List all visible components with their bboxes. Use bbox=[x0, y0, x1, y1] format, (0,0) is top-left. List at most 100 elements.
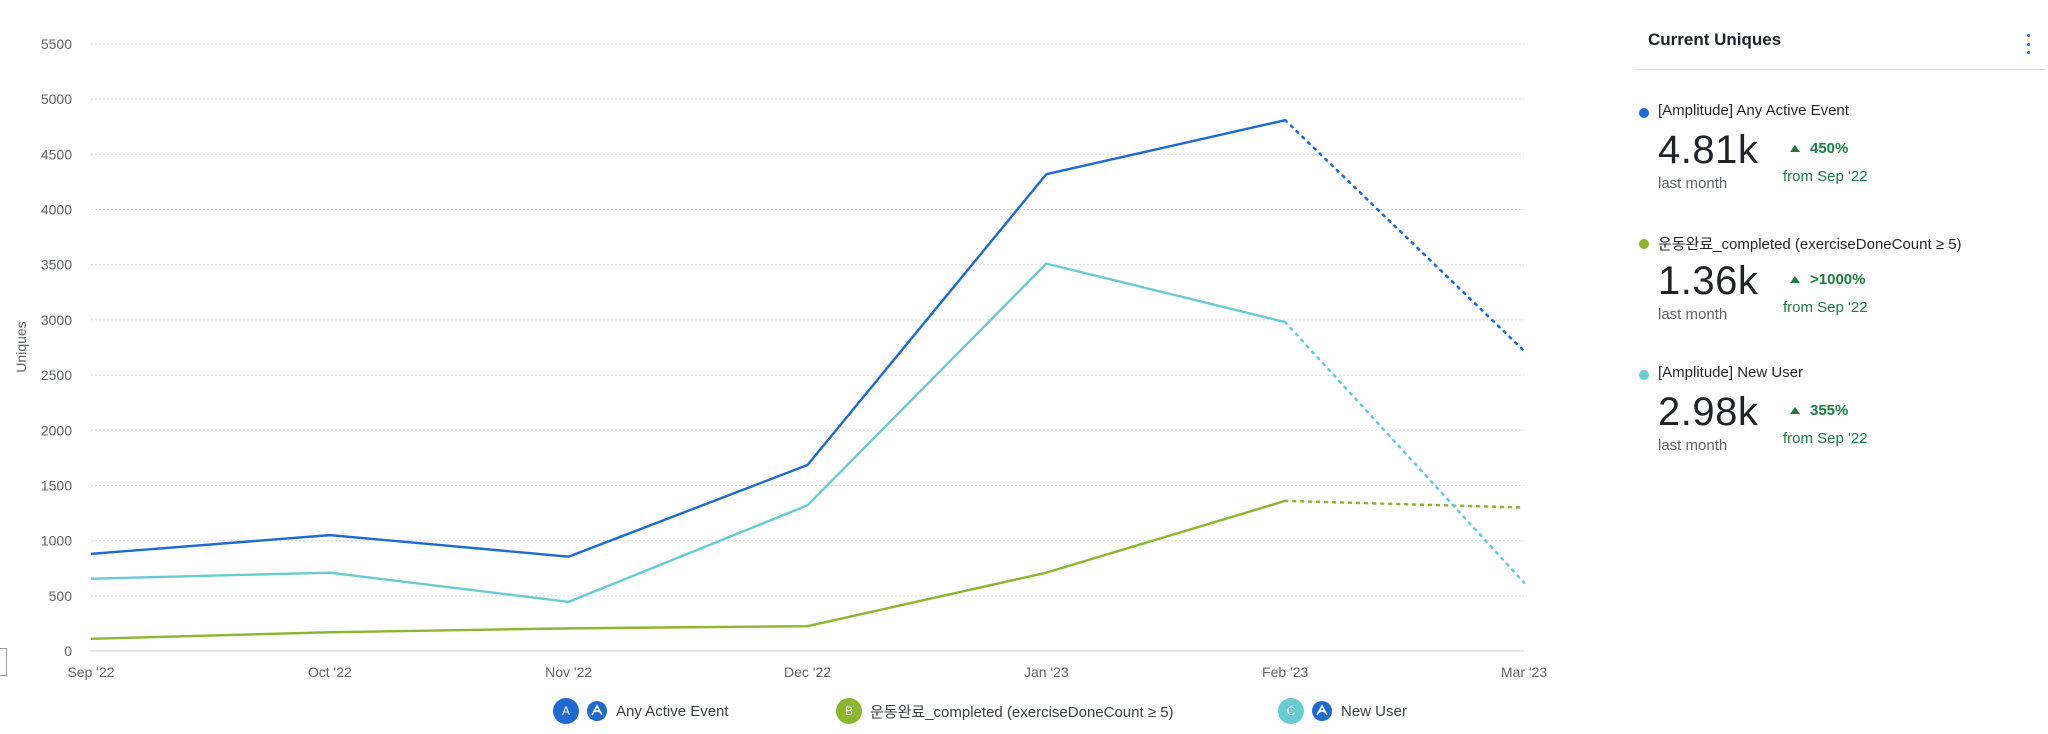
metric-name: [Amplitude] New User bbox=[1658, 364, 1804, 381]
series-projection-line[interactable] bbox=[1283, 499, 1526, 509]
y-tick-label: 1000 bbox=[41, 533, 72, 549]
x-tick-label: Feb '23 bbox=[1262, 664, 1308, 680]
data-point[interactable] bbox=[806, 503, 810, 507]
grid bbox=[91, 43, 1524, 652]
legend-badge-a: A bbox=[553, 698, 579, 724]
metric-name: [Amplitude] Any Active Event bbox=[1658, 102, 1849, 119]
data-point[interactable] bbox=[1283, 499, 1287, 503]
metric-change-value: >1000% bbox=[1810, 271, 1866, 288]
metric-name: 운동완료_completed (exerciseDoneCount ≥ 5) bbox=[1658, 236, 1962, 253]
panel-header: Current Uniques bbox=[1636, 20, 2046, 70]
amplitude-icon bbox=[1312, 701, 1332, 721]
y-tick-label: 1500 bbox=[41, 477, 72, 493]
series-line[interactable] bbox=[90, 499, 1286, 641]
metric-value: 1.36k bbox=[1658, 259, 1759, 303]
series-line[interactable] bbox=[90, 118, 1286, 558]
trend-up-icon bbox=[1790, 407, 1800, 414]
y-tick-label: 3000 bbox=[41, 312, 72, 328]
metric-from: from Sep '22 bbox=[1783, 168, 1868, 185]
series-color-dot bbox=[1639, 239, 1649, 249]
trend-up-icon bbox=[1790, 145, 1800, 152]
data-point[interactable] bbox=[1044, 172, 1048, 176]
metric-change: 355% bbox=[1790, 402, 1848, 419]
x-axis: Sep '22 Oct '22 Nov '22 Dec '22 Jan '23 Feb '… bbox=[67, 664, 1547, 680]
data-point[interactable] bbox=[806, 624, 810, 628]
series bbox=[89, 118, 1526, 641]
x-tick-label: Jan '23 bbox=[1024, 664, 1069, 680]
x-tick-label: Dec '22 bbox=[784, 664, 831, 680]
data-point[interactable] bbox=[1522, 506, 1526, 510]
amplitude-icon bbox=[587, 701, 607, 721]
y-tick-label: 2500 bbox=[41, 367, 72, 383]
data-point[interactable] bbox=[1044, 571, 1048, 575]
line-chart: 0 500 1000 1500 2000 2500 3000 3500 4000 4500 5000… bbox=[13, 36, 1547, 680]
metric-card-c: [Amplitude] New User 2.98k last month 35… bbox=[1636, 364, 2048, 484]
legend-label-a: Any Active Event bbox=[616, 702, 729, 720]
y-axis: 0 500 1000 1500 2000 2500 3000 3500 4000 4500 5000… bbox=[41, 36, 72, 659]
data-point[interactable] bbox=[1522, 349, 1526, 353]
x-tick-label: Sep '22 bbox=[67, 664, 114, 680]
panel-edge-fragment bbox=[0, 648, 7, 676]
y-axis-title: Uniques bbox=[13, 321, 29, 372]
y-tick-label: 5000 bbox=[41, 91, 72, 107]
series-2 bbox=[89, 499, 1526, 641]
data-point[interactable] bbox=[1044, 262, 1048, 266]
metric-change-value: 450% bbox=[1810, 140, 1849, 157]
legend-badge-b: B bbox=[836, 698, 862, 724]
data-point[interactable] bbox=[567, 555, 571, 559]
series-color-dot bbox=[1639, 108, 1649, 118]
x-tick-label: Mar '23 bbox=[1501, 664, 1547, 680]
metric-from: from Sep '22 bbox=[1783, 299, 1868, 316]
series-projection-line[interactable] bbox=[1283, 320, 1526, 584]
legend-item-c[interactable]: C New User bbox=[1278, 698, 1407, 724]
data-point[interactable] bbox=[89, 577, 93, 581]
metric-value: 4.81k bbox=[1658, 128, 1759, 172]
metric-period: last month bbox=[1658, 175, 1728, 192]
series-line[interactable] bbox=[90, 262, 1286, 604]
legend-item-a[interactable]: A Any Active Event bbox=[553, 698, 729, 724]
data-point[interactable] bbox=[328, 630, 332, 634]
y-tick-label: 0 bbox=[64, 643, 72, 659]
metric-card-a: [Amplitude] Any Active Event 4.81k last … bbox=[1636, 102, 2048, 222]
data-point[interactable] bbox=[1283, 118, 1287, 122]
data-point[interactable] bbox=[1283, 320, 1287, 324]
series-color-dot bbox=[1639, 370, 1649, 380]
data-point[interactable] bbox=[1522, 581, 1526, 585]
data-point[interactable] bbox=[567, 600, 571, 604]
legend-badge-c: C bbox=[1278, 698, 1304, 724]
x-tick-label: Oct '22 bbox=[308, 664, 352, 680]
data-point[interactable] bbox=[89, 552, 93, 556]
x-tick-label: Nov '22 bbox=[545, 664, 592, 680]
legend-label-b: 운동완료_completed (exerciseDoneCount ≥ 5) bbox=[870, 703, 1174, 721]
data-point[interactable] bbox=[567, 626, 571, 630]
current-uniques-panel: Current Uniques [Amplitude] Any Active E… bbox=[1636, 0, 2048, 734]
trend-up-icon bbox=[1790, 276, 1800, 283]
metric-from: from Sep '22 bbox=[1783, 430, 1868, 447]
y-tick-label: 500 bbox=[49, 588, 73, 604]
y-tick-label: 5500 bbox=[41, 36, 72, 52]
more-options-icon[interactable] bbox=[2024, 34, 2032, 54]
metric-change-value: 355% bbox=[1810, 402, 1849, 419]
metric-period: last month bbox=[1658, 437, 1728, 454]
y-tick-label: 3500 bbox=[41, 257, 72, 273]
y-tick-label: 4500 bbox=[41, 146, 72, 162]
metric-value: 2.98k bbox=[1658, 390, 1759, 434]
y-tick-label: 4000 bbox=[41, 202, 72, 218]
data-point[interactable] bbox=[328, 571, 332, 575]
metric-period: last month bbox=[1658, 306, 1728, 323]
legend-item-b[interactable]: B 운동완료_completed (exerciseDoneCount ≥ 5) bbox=[836, 698, 1174, 724]
metric-change: 450% bbox=[1790, 140, 1848, 157]
metric-change: >1000% bbox=[1790, 271, 1865, 288]
legend-label-c: New User bbox=[1341, 702, 1407, 720]
chart-legend: A Any Active Event B 운동완료_completed (exe… bbox=[0, 698, 1560, 724]
panel-title: Current Uniques bbox=[1648, 30, 1782, 49]
data-point[interactable] bbox=[328, 533, 332, 537]
data-point[interactable] bbox=[89, 637, 93, 641]
series-projection-line[interactable] bbox=[1283, 118, 1526, 353]
data-point[interactable] bbox=[806, 463, 810, 467]
metric-card-b: 운동완료_completed (exerciseDoneCount ≥ 5) 1… bbox=[1636, 233, 2048, 353]
series-3 bbox=[89, 262, 1526, 604]
y-tick-label: 2000 bbox=[41, 422, 72, 438]
series-1 bbox=[89, 118, 1526, 559]
